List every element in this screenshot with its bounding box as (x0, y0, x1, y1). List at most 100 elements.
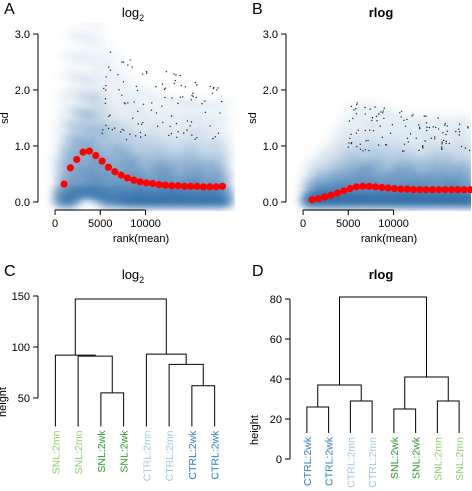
outlier-point (108, 115, 110, 118)
y-tick-label: 150 (12, 291, 30, 303)
running-median-point (60, 180, 68, 188)
running-median-point (92, 151, 100, 160)
outlier-point (446, 125, 448, 127)
running-median-point (180, 182, 189, 190)
x-tick-label: 5000 (88, 218, 112, 230)
y-axis-label: sd (0, 112, 11, 124)
outlier-point (109, 69, 112, 71)
outlier-point (214, 136, 216, 138)
outlier-point (177, 102, 179, 105)
outlier-point (347, 146, 349, 148)
outlier-point (433, 138, 436, 140)
density-blob (80, 7, 102, 19)
outlier-point (424, 140, 426, 142)
outlier-point (196, 84, 198, 86)
outlier-point (432, 126, 434, 128)
running-median-point (346, 184, 354, 193)
outlier-point (196, 137, 198, 139)
outlier-point (142, 103, 145, 105)
density-blob (71, 10, 93, 22)
outlier-point (458, 131, 461, 133)
sd-vs-rank-rlog-plot: 0 5000 10000 0.0 1.0 2.0 3.0 rank(mean) sd (247, 29, 472, 245)
outlier-point (195, 96, 197, 99)
running-median-point (378, 183, 386, 192)
outlier-point (446, 130, 449, 132)
outlier-point (150, 109, 153, 111)
outlier-point (191, 134, 193, 136)
dendrogram-branch (168, 363, 204, 427)
panel-title-d: rlog (369, 267, 394, 282)
outlier-point (137, 123, 139, 125)
outlier-point (377, 144, 380, 146)
outlier-point (364, 129, 366, 132)
leaf-label: SNL:2mn (432, 437, 444, 481)
running-median-point (308, 196, 316, 204)
outlier-point (129, 133, 131, 135)
outlier-point (121, 94, 123, 96)
outlier-point (155, 112, 158, 114)
outlier-point (103, 87, 105, 90)
outlier-point (217, 132, 220, 134)
dendrogram-branch (77, 355, 113, 427)
running-median-point (168, 182, 176, 190)
density-blob (462, 157, 471, 169)
outlier-point (404, 125, 407, 127)
leaf-label: CTRL:2mn (164, 430, 176, 481)
outlier-point (349, 137, 351, 140)
outlier-point (378, 113, 380, 115)
running-median-point (314, 195, 323, 203)
density-blob (457, 165, 471, 178)
outlier-point (400, 116, 402, 118)
outlier-point (201, 103, 203, 105)
x-tick-label: 10000 (130, 218, 161, 230)
outlier-point (212, 137, 214, 140)
outlier-point (131, 66, 133, 68)
x-tick-label: 0 (52, 218, 58, 230)
dendrogram-branch (393, 408, 417, 433)
outlier-point (418, 149, 420, 152)
outlier-point (359, 143, 362, 145)
dendrogram-log2: SNL:2mn SNL:2mn SNL:2wk SNL:2wk CTRL:2mn CTRL… (0, 291, 222, 481)
outlier-points (347, 102, 471, 152)
outlier-point (135, 85, 138, 88)
outlier-point (442, 139, 445, 142)
outlier-point (389, 132, 392, 134)
outlier-point (142, 121, 144, 124)
outlier-point (441, 147, 443, 150)
y-tick-label: 60 (270, 334, 282, 346)
outlier-point (133, 101, 135, 103)
outlier-point (101, 132, 103, 135)
leaf-label: SNL:2mn (454, 437, 466, 481)
leaf-label: SNL:2mn (73, 430, 85, 474)
y-tick-label: 80 (270, 294, 282, 306)
outlier-point (111, 129, 114, 131)
panel-letter-a: A (4, 1, 15, 18)
outlier-point (448, 142, 450, 145)
outlier-point (455, 130, 457, 133)
outlier-point (156, 125, 159, 127)
outlier-point (437, 128, 440, 130)
outlier-point (356, 103, 358, 106)
leaf-label: CTRL:2mn (367, 437, 379, 488)
density-cloud (50, 7, 235, 208)
outlier-point (425, 129, 428, 132)
outlier-point (356, 145, 358, 148)
running-median-point (435, 186, 443, 194)
outlier-point (194, 138, 196, 140)
outlier-point (121, 61, 123, 63)
outlier-point (170, 132, 173, 135)
y-tick-label: 3.0 (15, 29, 30, 41)
outlier-point (371, 116, 374, 119)
running-median-point (130, 176, 138, 184)
outlier-point (213, 86, 215, 89)
outlier-point (409, 133, 412, 135)
outlier-point (369, 108, 371, 110)
y-tick-label: 1.0 (15, 141, 30, 153)
dendrogram-branch (145, 353, 187, 427)
density-blob (210, 112, 233, 125)
outlier-point (406, 137, 409, 140)
outlier-point (136, 89, 139, 92)
y-tick-label: 3.0 (263, 29, 278, 41)
running-median-point (333, 189, 342, 197)
dendrogram-branch (436, 400, 460, 433)
